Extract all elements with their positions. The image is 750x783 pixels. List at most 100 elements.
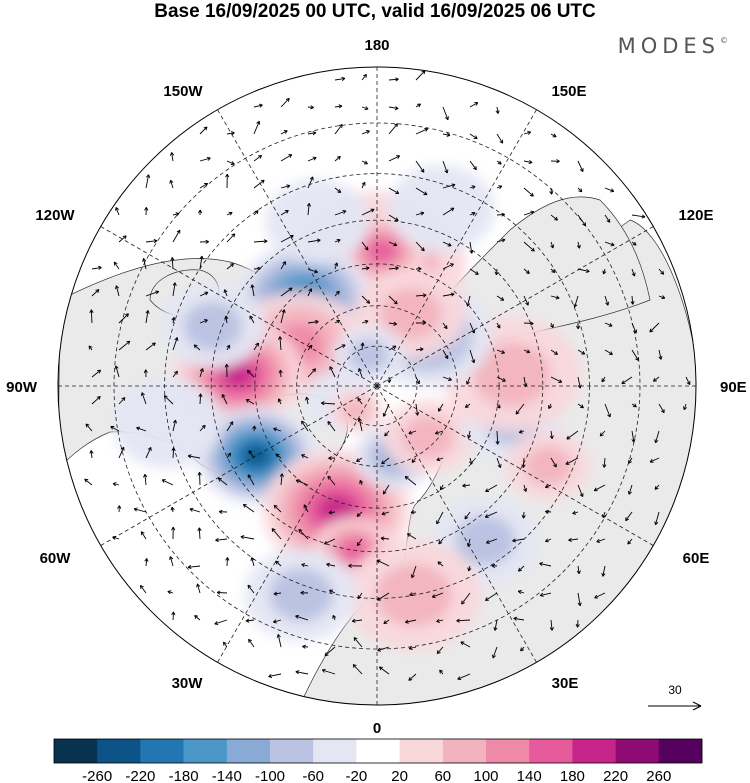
wind-vector (442, 183, 456, 189)
wind-vector (388, 214, 399, 222)
negative-anomaly-contour (455, 516, 516, 566)
wind-vector (409, 592, 417, 597)
wind-vector (604, 349, 613, 355)
wind-vector (494, 268, 499, 276)
wind-vector (334, 104, 343, 109)
wind-vector (545, 538, 552, 543)
wind-vector (334, 187, 342, 193)
wind-vector (295, 614, 309, 621)
wind-vector (658, 268, 665, 275)
wind-vector (334, 262, 339, 270)
wind-vector (91, 289, 100, 297)
wind-vector (631, 322, 638, 334)
wind-vector (466, 376, 471, 385)
wind-vector (253, 239, 268, 244)
wind-vector (361, 319, 369, 324)
negative-anomaly-contour (183, 302, 243, 351)
wind-vector (145, 310, 150, 324)
wind-vector (307, 105, 314, 110)
wind-vector (359, 479, 364, 486)
wind-vector (576, 565, 581, 575)
wind-vector (496, 160, 502, 165)
wind-vector (248, 450, 255, 459)
wind-vector (415, 241, 425, 252)
wind-vector (469, 349, 476, 364)
wind-vector (415, 211, 425, 216)
wind-vector (442, 106, 449, 121)
wind-vector (272, 619, 282, 624)
lon-label-30w: 30W (172, 675, 204, 692)
wind-vector (275, 560, 282, 567)
latitude-circle (336, 345, 418, 427)
colorbar-swatch (54, 739, 98, 763)
colorbar-tick-label: -20 (346, 768, 368, 783)
colorbar-swatch (313, 739, 357, 763)
wind-vector (577, 268, 590, 273)
wind-vector (253, 342, 259, 351)
wind-vector (456, 618, 471, 623)
wind-vector (193, 344, 201, 351)
wind-vector (550, 457, 557, 468)
wind-vector (496, 185, 503, 190)
wind-vector (361, 106, 369, 111)
wind-vector (649, 322, 660, 333)
wind-vector (215, 537, 228, 543)
lon-label-150e: 150E (551, 83, 586, 100)
wind-vector (247, 584, 255, 594)
colorbar-swatch (270, 739, 314, 763)
wind-vector (496, 403, 501, 409)
wind-vector (654, 430, 660, 444)
wind-vector (253, 210, 259, 216)
wind-vector (320, 401, 336, 406)
colorbar-tick-label: -100 (255, 768, 285, 783)
wind-vector (110, 426, 120, 432)
wind-vector (652, 376, 660, 382)
wind-vector (442, 322, 448, 330)
wind-vector (408, 645, 417, 651)
wind-vector (217, 477, 228, 486)
wind-vector (517, 565, 525, 572)
wind-vector (249, 315, 255, 324)
wind-vector (334, 238, 341, 243)
wind-vector (223, 289, 228, 297)
wind-vector (356, 538, 363, 547)
colorbar-tick-label: 180 (560, 768, 585, 783)
wind-vector (485, 592, 498, 601)
wind-vector (596, 538, 606, 543)
colorbar-swatch (183, 739, 228, 763)
wind-vector (361, 160, 368, 165)
wind-vector (307, 268, 318, 274)
latitude-circle (210, 219, 544, 553)
wind-vector (280, 184, 291, 189)
wind-vector (118, 313, 129, 324)
colorbar-tick-label: -260 (82, 768, 112, 783)
wind-vector (194, 615, 201, 621)
wind-vector (334, 344, 346, 351)
wind-vector (353, 637, 363, 648)
wind-vector (307, 238, 321, 243)
wind-vector (512, 538, 525, 543)
wind-vector (276, 634, 282, 648)
wind-vector (280, 130, 288, 135)
wind-vector (388, 155, 401, 162)
wind-vector (377, 646, 390, 652)
wind-vector (117, 505, 122, 513)
wind-vector (513, 616, 525, 621)
wind-vector (604, 241, 615, 247)
wind-vector (142, 258, 147, 270)
wind-vector (442, 160, 449, 174)
wind-vector (85, 423, 93, 432)
wind-vector (307, 344, 313, 351)
wind-vector (253, 120, 261, 135)
negative-anomaly-contour (348, 338, 389, 372)
wind-vector (415, 293, 427, 298)
wind-vector (199, 255, 204, 270)
map-title: Base 16/09/2025 00 UTC, valid 16/09/2025… (154, 1, 596, 22)
modes-logo: MODES© (618, 34, 728, 58)
wind-vector (136, 426, 147, 432)
lon-label-90e: 90E (720, 379, 747, 396)
wind-vector (442, 241, 452, 247)
wind-vector (601, 565, 606, 577)
wind-vector (467, 430, 472, 439)
